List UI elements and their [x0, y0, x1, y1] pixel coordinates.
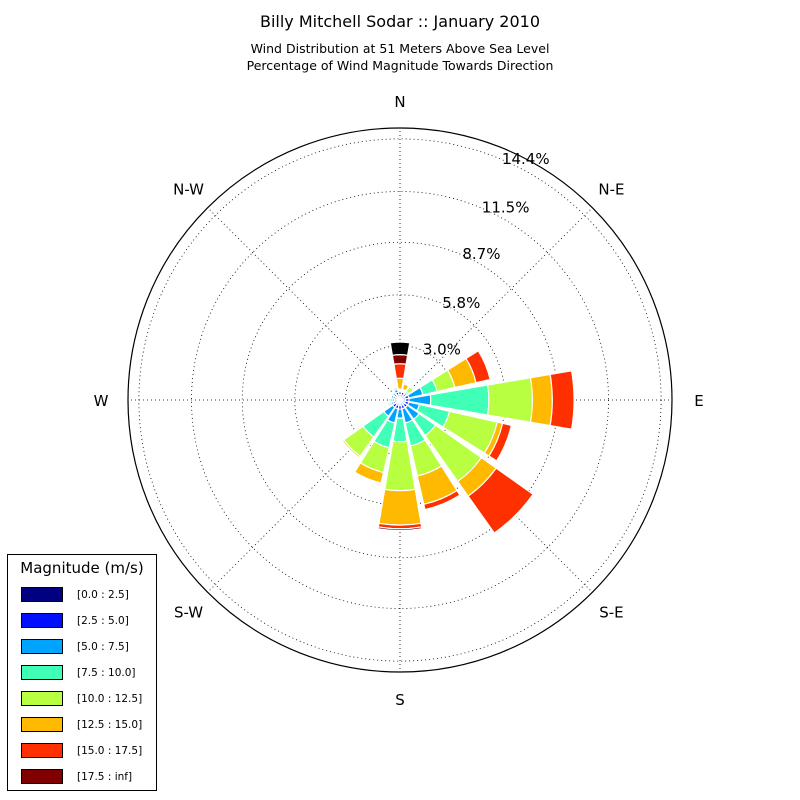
sector-67.5-bin-6: [465, 349, 491, 384]
direction-label-n-e: N-E: [598, 181, 624, 199]
sector-90-bin-4: [486, 377, 533, 423]
sector-180-bin-5: [378, 488, 422, 526]
sector-337.5-bin-3: [392, 386, 399, 392]
chart-subtitle-line-1: Wind Distribution at 51 Meters Above Sea…: [250, 41, 550, 56]
sector-0-bin-6: [393, 363, 407, 380]
sector-135-bin-7: [493, 493, 535, 535]
legend-title: Magnitude (m/s): [20, 559, 144, 577]
direction-label-e: E: [694, 392, 703, 410]
legend-label: [12.5 : 15.0]: [77, 719, 143, 731]
outer-frame: [127, 127, 673, 673]
sector-0-bin-7: [391, 354, 409, 365]
legend-swatch: [21, 769, 63, 784]
legend-swatch: [21, 587, 63, 602]
legend-label: [7.5 : 10.0]: [77, 667, 136, 679]
legend-label: [10.0 : 12.5]: [77, 693, 143, 705]
legend-label: [0.0 : 2.5]: [77, 589, 129, 601]
legend-swatch: [21, 665, 63, 680]
grid-spoke-1: [399, 207, 593, 401]
sector-180-bin-7: [377, 526, 423, 532]
radial-tick-label-1: 5.8%: [442, 294, 480, 312]
grid-spoke-5: [207, 399, 401, 593]
sector-270-bin-3: [388, 397, 392, 403]
sector-90-bin-6: [549, 370, 575, 430]
radial-tick-label-2: 8.7%: [462, 245, 500, 263]
radial-tick-label-0: 3.0%: [423, 341, 461, 359]
direction-label-s-e: S-E: [599, 603, 623, 621]
legend-label: [17.5 : inf]: [77, 771, 133, 783]
legend: Magnitude (m/s) [0.0 : 2.5] [2.5 : 5.0] [5…: [7, 554, 157, 791]
direction-label-s-w: S-W: [174, 603, 203, 621]
sector-157.5-bin-6: [423, 489, 461, 511]
direction-label-n-w: N-W: [173, 181, 204, 199]
legend-label: [5.0 : 7.5]: [77, 641, 129, 653]
sector-90-bin-5: [529, 373, 553, 427]
chart-subtitle-line-2: Percentage of Wind Magnitude Towards Dir…: [246, 58, 554, 73]
grid-spoke-7: [207, 207, 401, 401]
sector-247.5-bin-4: [386, 401, 392, 408]
direction-label-n: N: [394, 93, 405, 111]
grid-circle-4: [138, 138, 662, 662]
sector-112.5-bin-6: [488, 422, 513, 462]
radial-tick-label-4: 14.4%: [502, 150, 550, 168]
legend-swatch: [21, 743, 63, 758]
legend-label: [15.0 : 17.5]: [77, 745, 143, 757]
radial-tick-label-3: 11.5%: [482, 198, 530, 216]
sector-0-bin-8: [389, 341, 411, 357]
direction-label-w: W: [94, 392, 109, 410]
sector-22.5-bin-5: [401, 383, 410, 392]
legend-swatch: [21, 613, 63, 628]
sector-225-bin-6: [340, 440, 360, 460]
legend-swatch: [21, 691, 63, 706]
sector-202.5-bin-6: [353, 471, 382, 485]
legend-swatch: [21, 717, 63, 732]
direction-label-s: S: [395, 691, 405, 709]
legend-label: [2.5 : 5.0]: [77, 615, 129, 627]
sector-45-bin-4: [405, 385, 415, 395]
chart-title: Billy Mitchell Sodar :: January 2010: [259, 12, 541, 31]
legend-swatch: [21, 639, 63, 654]
